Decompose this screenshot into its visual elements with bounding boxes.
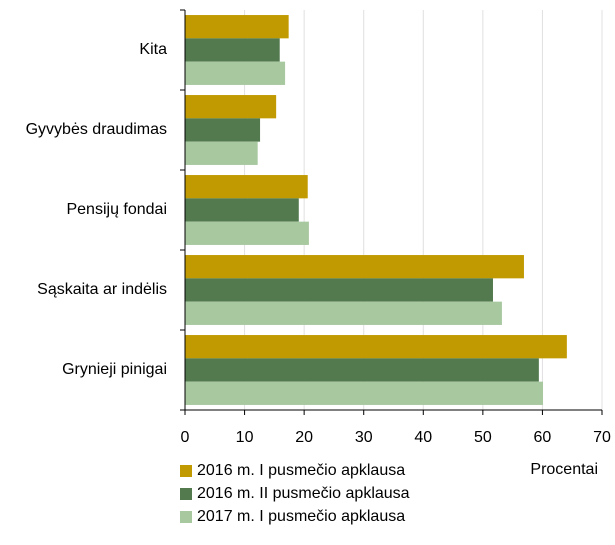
bar <box>185 61 286 85</box>
bar <box>185 95 277 119</box>
bar <box>185 15 289 39</box>
bar <box>185 335 567 359</box>
x-tick-label: 70 <box>593 429 611 446</box>
x-tick-label: 0 <box>181 429 190 446</box>
y-tick-label: Grynieji pinigai <box>62 361 167 378</box>
bar <box>185 381 544 405</box>
bar <box>185 175 308 199</box>
bar <box>185 198 299 222</box>
bar <box>185 358 539 382</box>
x-tick-label: 40 <box>414 429 432 446</box>
bar <box>185 278 493 302</box>
bar <box>185 221 309 245</box>
legend-label: 2016 m. II pusmečio apklausa <box>197 485 410 502</box>
y-tick-label: Gyvybės draudimas <box>26 121 167 138</box>
x-tick-label: 60 <box>534 429 552 446</box>
x-tick-label: 20 <box>295 429 313 446</box>
legend-label: 2016 m. I pusmečio apklausa <box>197 462 405 479</box>
x-tick-label: 10 <box>236 429 254 446</box>
legend-swatch <box>180 511 192 523</box>
x-tick-label: 50 <box>474 429 492 446</box>
bar <box>185 255 524 279</box>
y-tick-label: Pensijų fondai <box>66 201 167 218</box>
bar <box>185 118 261 142</box>
bar <box>185 301 502 325</box>
bar <box>185 38 280 62</box>
y-tick-label: Sąskaita ar indėlis <box>37 281 167 298</box>
x-axis-label: Procentai <box>530 461 598 478</box>
bar <box>185 141 258 165</box>
legend-swatch <box>180 488 192 500</box>
x-tick-label: 30 <box>355 429 373 446</box>
legend-swatch <box>180 465 192 477</box>
legend-label: 2017 m. I pusmečio apklausa <box>197 508 405 525</box>
y-tick-label: Kita <box>139 41 167 58</box>
